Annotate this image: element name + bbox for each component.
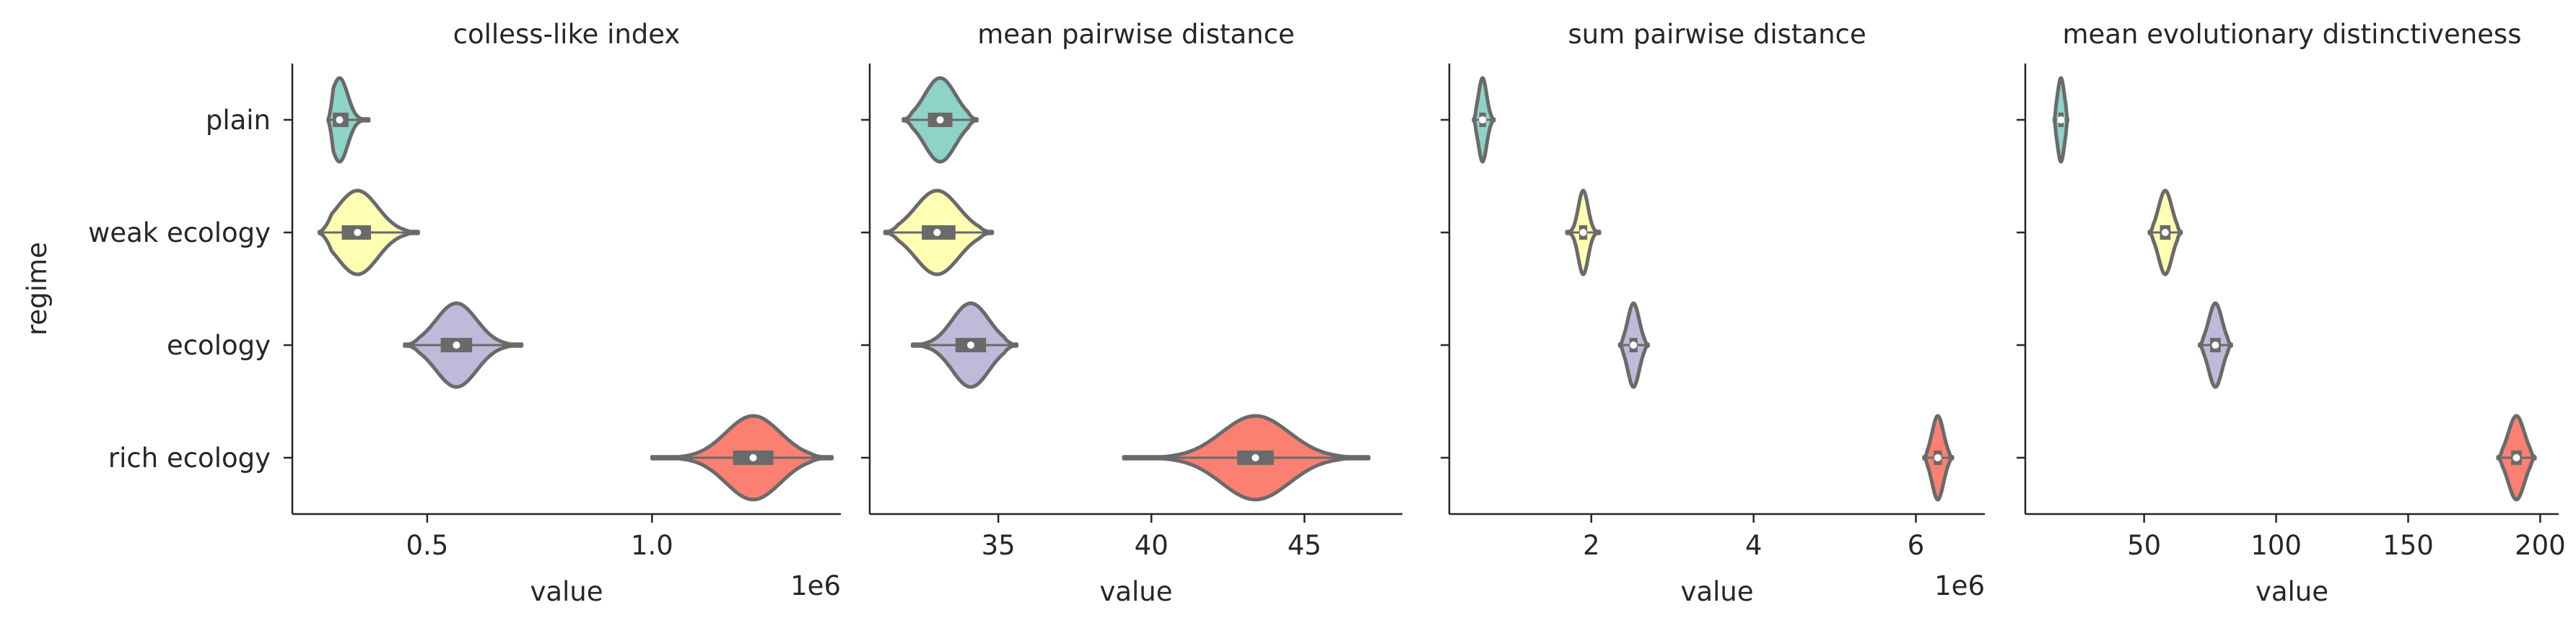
violin-median-dot (2212, 341, 2219, 349)
panel-1: colless-like index plain weak ecology ecolo… (88, 19, 841, 607)
panel-title: colless-like index (453, 19, 681, 50)
panel-title: mean pairwise distance (977, 19, 1294, 50)
violin-median-dot (966, 341, 974, 349)
violin-median-dot (1479, 116, 1487, 123)
x-tick-label: 40 (1135, 530, 1169, 561)
x-tick-label: 2 (1583, 530, 1600, 561)
violin-median-dot (354, 229, 362, 236)
x-tick-label: 35 (982, 530, 1016, 561)
panel-2: mean pairwise distance 35 40 45 value (861, 19, 1402, 607)
x-axis-label: value (1680, 576, 1753, 607)
violin-median-dot (1579, 229, 1587, 236)
x-tick-label: 1.0 (631, 530, 673, 561)
x-tick-label: 0.5 (406, 530, 448, 561)
violin-median-dot (2161, 229, 2169, 236)
panel-3: sum pairwise distance 2 4 6 value 1e6 (1441, 19, 1985, 607)
x-tick-label: 4 (1745, 530, 1763, 561)
x-axis-label: value (2256, 576, 2328, 607)
y-tick-label: plain (206, 105, 271, 136)
x-tick-label: 45 (1288, 530, 1322, 561)
violin-median-dot (2512, 454, 2520, 461)
x-axis-label: value (530, 576, 603, 607)
y-tick-label: ecology (167, 330, 271, 361)
panel-title: mean evolutionary distinctiveness (2063, 19, 2522, 50)
y-tick-label: rich ecology (108, 443, 271, 474)
x-tick-label: 6 (1908, 530, 1925, 561)
violin-median-dot (933, 229, 941, 236)
x-tick-label: 50 (2127, 530, 2161, 561)
panel-4: mean evolutionary distinctiveness 50 100 15… (2017, 19, 2566, 607)
x-offset-text: 1e6 (1934, 570, 1985, 601)
violin-median-dot (453, 341, 460, 349)
y-axis-label: regime (22, 242, 53, 336)
violin-median-dot (2057, 116, 2065, 123)
x-axis-label: value (1099, 576, 1172, 607)
x-tick-label: 150 (2383, 530, 2434, 561)
y-tick-label: weak ecology (88, 217, 271, 248)
violin-median-dot (336, 116, 344, 123)
violin-median-dot (1252, 454, 1259, 461)
x-offset-text: 1e6 (790, 570, 841, 601)
violin-median-dot (1934, 454, 1942, 461)
violin-median-dot (936, 116, 944, 123)
violin-median-dot (1630, 341, 1638, 349)
x-tick-label: 100 (2250, 530, 2302, 561)
x-tick-label: 200 (2515, 530, 2566, 561)
panel-title: sum pairwise distance (1568, 19, 1866, 50)
violin-median-dot (749, 454, 757, 461)
